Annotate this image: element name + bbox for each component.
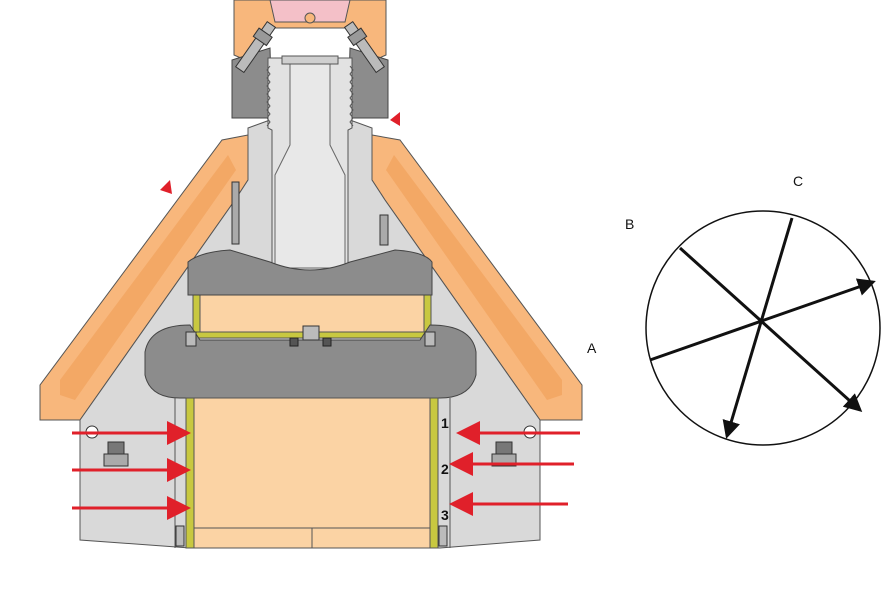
direction-arrow-icon	[722, 217, 794, 439]
label-c: C	[793, 173, 803, 189]
direction-circle	[645, 210, 881, 446]
red-marker-icon	[160, 180, 172, 194]
label-a: A	[587, 340, 597, 356]
red-indicators	[160, 112, 400, 194]
label-1: 1	[441, 415, 449, 431]
label-b: B	[625, 216, 634, 232]
force-arrows	[72, 421, 580, 520]
upper-disc	[187, 249, 433, 296]
mid-fasteners	[185, 325, 436, 347]
label-2: 2	[441, 461, 449, 477]
top-bolts	[235, 20, 385, 74]
central-shaft	[266, 55, 354, 271]
lower-tan-block	[174, 397, 451, 549]
direction-arrow-icon	[678, 246, 863, 413]
red-marker-icon	[390, 112, 400, 126]
side-bolts	[103, 441, 517, 467]
bottom-bolts	[175, 525, 448, 547]
lower-disc	[144, 324, 477, 399]
label-3: 3	[441, 507, 449, 523]
vertical-pins	[231, 181, 389, 246]
